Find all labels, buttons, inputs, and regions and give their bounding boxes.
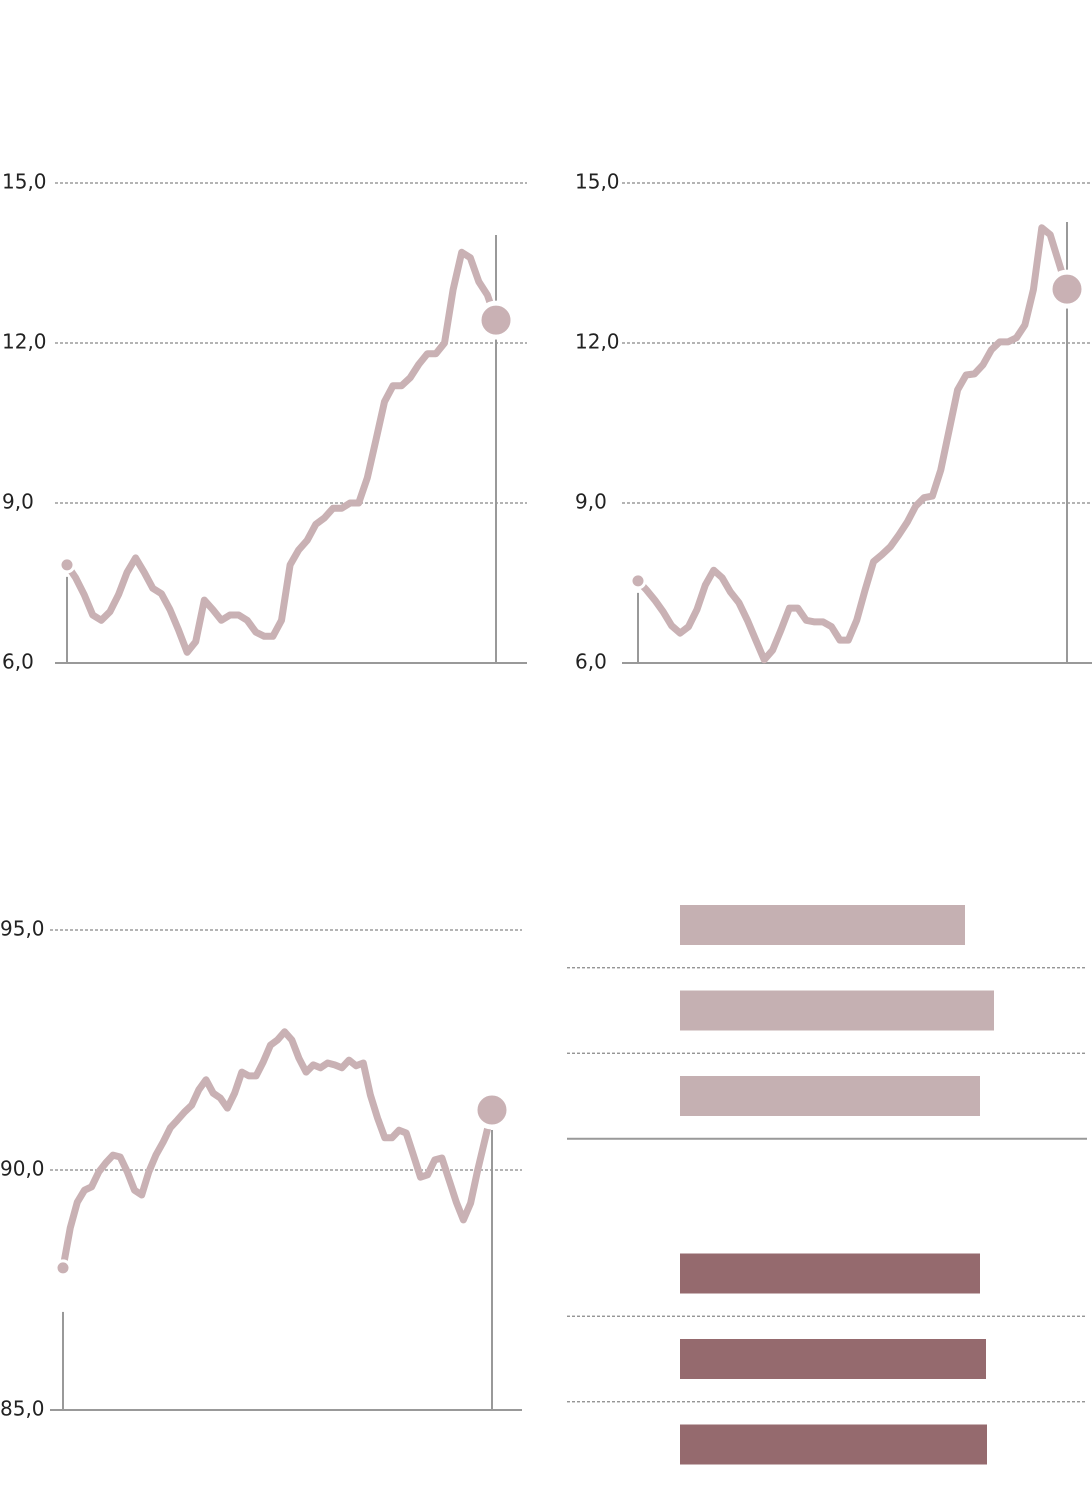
data-line bbox=[635, 224, 1071, 664]
data-line bbox=[64, 248, 500, 656]
y-tick-label: 15,0 bbox=[575, 170, 620, 194]
start-dot bbox=[629, 572, 647, 590]
data-line bbox=[59, 1028, 496, 1269]
bar bbox=[680, 1076, 980, 1116]
y-tick-label: 12,0 bbox=[2, 330, 47, 354]
y-tick-label: 12,0 bbox=[575, 330, 620, 354]
bar bbox=[680, 1339, 986, 1379]
end-dot bbox=[476, 300, 516, 340]
y-tick-label: 85,0 bbox=[0, 1397, 45, 1421]
bar bbox=[680, 990, 994, 1031]
y-tick-label: 6,0 bbox=[575, 650, 607, 674]
bar bbox=[680, 905, 965, 945]
y-tick-label: 15,0 bbox=[2, 170, 47, 194]
y-tick-label: 90,0 bbox=[0, 1157, 45, 1181]
end-dot bbox=[1047, 269, 1087, 309]
y-tick-label: 6,0 bbox=[2, 650, 34, 674]
y-tick-label: 9,0 bbox=[575, 490, 607, 514]
bar bbox=[680, 1253, 980, 1294]
start-dot bbox=[58, 556, 76, 574]
start-dot bbox=[54, 1259, 72, 1277]
end-dot bbox=[472, 1090, 512, 1130]
bar bbox=[680, 1424, 987, 1465]
y-tick-label: 9,0 bbox=[2, 490, 34, 514]
y-tick-label: 95,0 bbox=[0, 917, 45, 941]
